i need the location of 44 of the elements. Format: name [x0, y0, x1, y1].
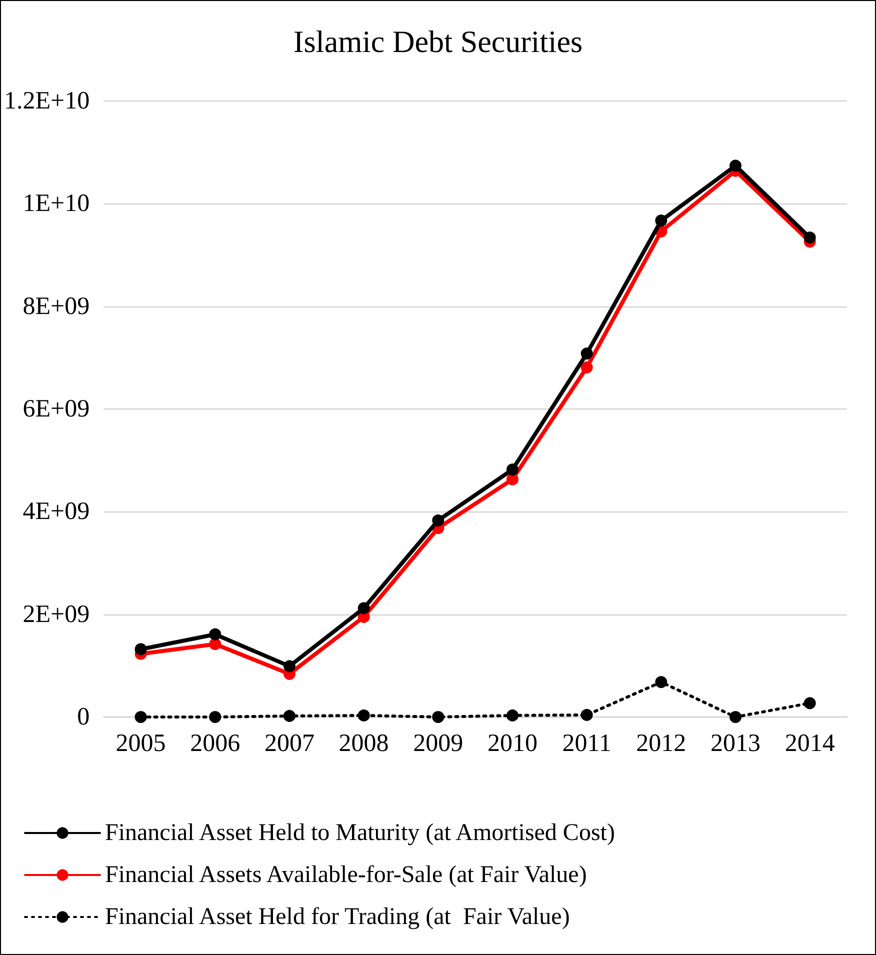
point [283, 660, 296, 672]
point [209, 628, 222, 640]
y-tick-label: 4E+09 [22, 498, 90, 526]
x-tick-label: 2010 [487, 730, 538, 757]
y-tick-label: 0 [77, 704, 90, 730]
point [506, 709, 518, 722]
point [358, 709, 370, 722]
point [134, 711, 147, 723]
point [209, 638, 222, 650]
point [580, 348, 593, 360]
x-tick-label: 2012 [636, 730, 686, 757]
point [580, 361, 593, 374]
y-tick-label: 1E+10 [22, 190, 90, 218]
legend-label: Financial Assets Available-for-Sale (at Fair Value) [105, 862, 587, 888]
chart-title: Islamic Debt Securities [293, 24, 583, 59]
x-tick-label: 2007 [264, 730, 314, 757]
y-tick-label: 2E+09 [22, 600, 90, 628]
x-tick-label: 2013 [710, 730, 760, 757]
point [432, 514, 444, 526]
point [506, 473, 518, 486]
legend-label: Financial Asset Held to Maturity (at Amortised Cost) [105, 820, 615, 846]
point [730, 160, 742, 172]
x-tick-label: 2009 [413, 730, 464, 757]
legend-label: Financial Asset Held for Trading (at Fair Value) [105, 904, 570, 930]
point [432, 711, 444, 723]
point [804, 697, 816, 710]
point [209, 711, 222, 723]
x-tick-label: 2006 [190, 730, 240, 757]
x-tick-label: 2014 [784, 730, 836, 757]
point [730, 711, 742, 723]
y-tick-label: 1.2E+10 [4, 88, 90, 114]
point [134, 643, 147, 656]
point [358, 602, 370, 614]
y-tick-label: 6E+09 [22, 396, 90, 422]
point [580, 708, 593, 721]
point [283, 710, 296, 722]
y-tick-label: 8E+09 [22, 292, 90, 320]
point [804, 232, 816, 244]
x-tick-label: 2008 [338, 730, 389, 757]
x-tick-label: 2011 [562, 730, 612, 757]
point [655, 214, 668, 227]
point [655, 676, 668, 688]
x-tick-label: 2005 [116, 730, 166, 757]
point [506, 464, 518, 476]
